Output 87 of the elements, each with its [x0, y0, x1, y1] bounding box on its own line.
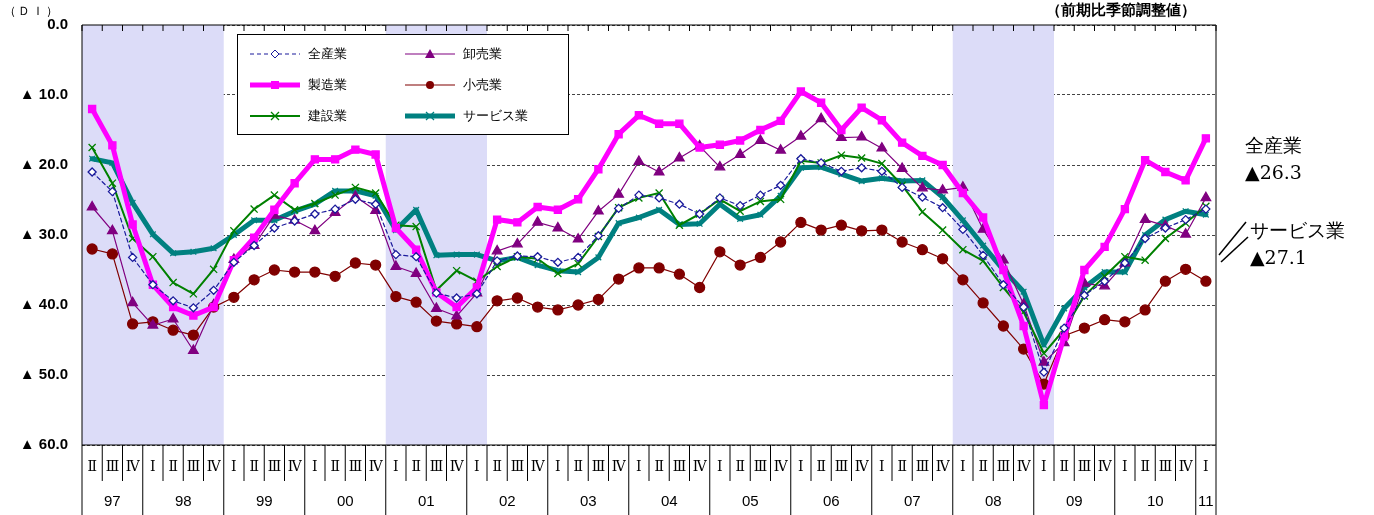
x-tick-label: Ⅰ [150, 458, 156, 475]
legend-label: 卸売業 [463, 44, 502, 63]
x-tick-label: Ⅲ [591, 458, 606, 475]
x-tick-label: Ⅲ [510, 458, 525, 475]
text: 98 [174, 492, 192, 510]
x-tick-label: Ⅳ [854, 458, 870, 475]
x-tick-label: Ⅰ [231, 458, 237, 475]
x-tick-label: Ⅱ [411, 458, 421, 475]
x-tick-label: Ⅳ [692, 458, 708, 475]
y-tick-label: ▲ 30.0 [19, 225, 68, 243]
y-tick-label: ▲ 20.0 [19, 155, 68, 173]
x-tick-label: Ⅰ [393, 458, 399, 475]
text: サービス業 ▲27.1 [1250, 218, 1345, 270]
text: 02 [498, 492, 516, 510]
x-tick-label: Ⅰ [960, 458, 966, 475]
x-tick-label: Ⅳ [935, 458, 951, 475]
text: 99 [255, 492, 273, 510]
legend-label: サービス業 [463, 106, 528, 125]
x-tick-label: Ⅰ [798, 458, 804, 475]
x-tick-label: Ⅲ [186, 458, 201, 475]
y-tick-label: ▲ 50.0 [19, 365, 68, 383]
x-tick-label: Ⅱ [87, 458, 97, 475]
legend-label: 小売業 [463, 75, 502, 94]
x-tick-label: Ⅲ [915, 458, 930, 475]
x-tick-label: Ⅲ [996, 458, 1011, 475]
x-tick-label: Ⅳ [206, 458, 222, 475]
x-tick-label: Ⅲ [834, 458, 849, 475]
x-tick-label: Ⅱ [1140, 458, 1150, 475]
x-tick-label: Ⅱ [735, 458, 745, 475]
x-tick-label: Ⅱ [978, 458, 988, 475]
x-tick-label: Ⅰ [555, 458, 561, 475]
y-tick-label: ▲ 60.0 [19, 435, 68, 453]
x-tick-label: Ⅲ [1077, 458, 1092, 475]
text: 09 [1065, 492, 1083, 510]
x-tick-label: Ⅰ [717, 458, 723, 475]
x-tick-label: Ⅲ [753, 458, 768, 475]
y-tick-label: ▲ 40.0 [19, 295, 68, 313]
x-tick-label: Ⅱ [654, 458, 664, 475]
y-axis-title: （ＤＩ） [4, 3, 60, 19]
x-tick-label: Ⅲ [429, 458, 444, 475]
x-tick-label: Ⅱ [168, 458, 178, 475]
text: 08 [984, 492, 1002, 510]
x-tick-label: Ⅳ [611, 458, 627, 475]
x-tick-label: Ⅲ [105, 458, 120, 475]
x-tick-label: Ⅳ [125, 458, 141, 475]
x-tick-label: Ⅳ [368, 458, 384, 475]
x-tick-label: Ⅲ [348, 458, 363, 475]
chart-subtitle: （前期比季節調整値） [1046, 1, 1196, 19]
x-tick-label: Ⅳ [773, 458, 789, 475]
x-tick-label: Ⅳ [287, 458, 303, 475]
x-tick-label: Ⅰ [312, 458, 318, 475]
text: 11 [1198, 492, 1214, 510]
legend-label: 製造業 [308, 75, 347, 94]
x-tick-label: Ⅰ [636, 458, 642, 475]
x-tick-label: Ⅰ [1203, 458, 1209, 475]
x-tick-label: Ⅰ [879, 458, 885, 475]
x-tick-label: Ⅲ [267, 458, 282, 475]
text: 06 [822, 492, 840, 510]
x-tick-label: Ⅱ [573, 458, 583, 475]
x-tick-label: Ⅳ [449, 458, 465, 475]
x-tick-label: Ⅲ [1158, 458, 1173, 475]
text: 04 [660, 492, 678, 510]
x-tick-label: Ⅱ [492, 458, 502, 475]
y-tick-label: ▲ 10.0 [19, 85, 68, 103]
x-tick-label: Ⅰ [1122, 458, 1128, 475]
text: 10 [1146, 492, 1164, 510]
text: 01 [417, 492, 435, 510]
x-tick-label: Ⅱ [249, 458, 259, 475]
x-tick-label: Ⅳ [1178, 458, 1194, 475]
text: 00 [336, 492, 354, 510]
x-tick-label: Ⅱ [816, 458, 826, 475]
legend-label: 全産業 [308, 44, 347, 63]
x-tick-label: Ⅱ [897, 458, 907, 475]
x-tick-label: Ⅱ [1059, 458, 1069, 475]
x-tick-label: Ⅰ [474, 458, 480, 475]
x-tick-label: Ⅰ [1041, 458, 1047, 475]
x-tick-label: Ⅳ [530, 458, 546, 475]
text: 全産業 ▲26.3 [1245, 133, 1302, 185]
text: 05 [741, 492, 759, 510]
x-tick-label: Ⅳ [1097, 458, 1113, 475]
x-tick-label: Ⅲ [672, 458, 687, 475]
x-tick-label: Ⅱ [330, 458, 340, 475]
x-tick-label: Ⅳ [1016, 458, 1032, 475]
text: 07 [903, 492, 921, 510]
text: 97 [104, 492, 121, 510]
text: 03 [579, 492, 597, 510]
legend-label: 建設業 [308, 106, 347, 125]
